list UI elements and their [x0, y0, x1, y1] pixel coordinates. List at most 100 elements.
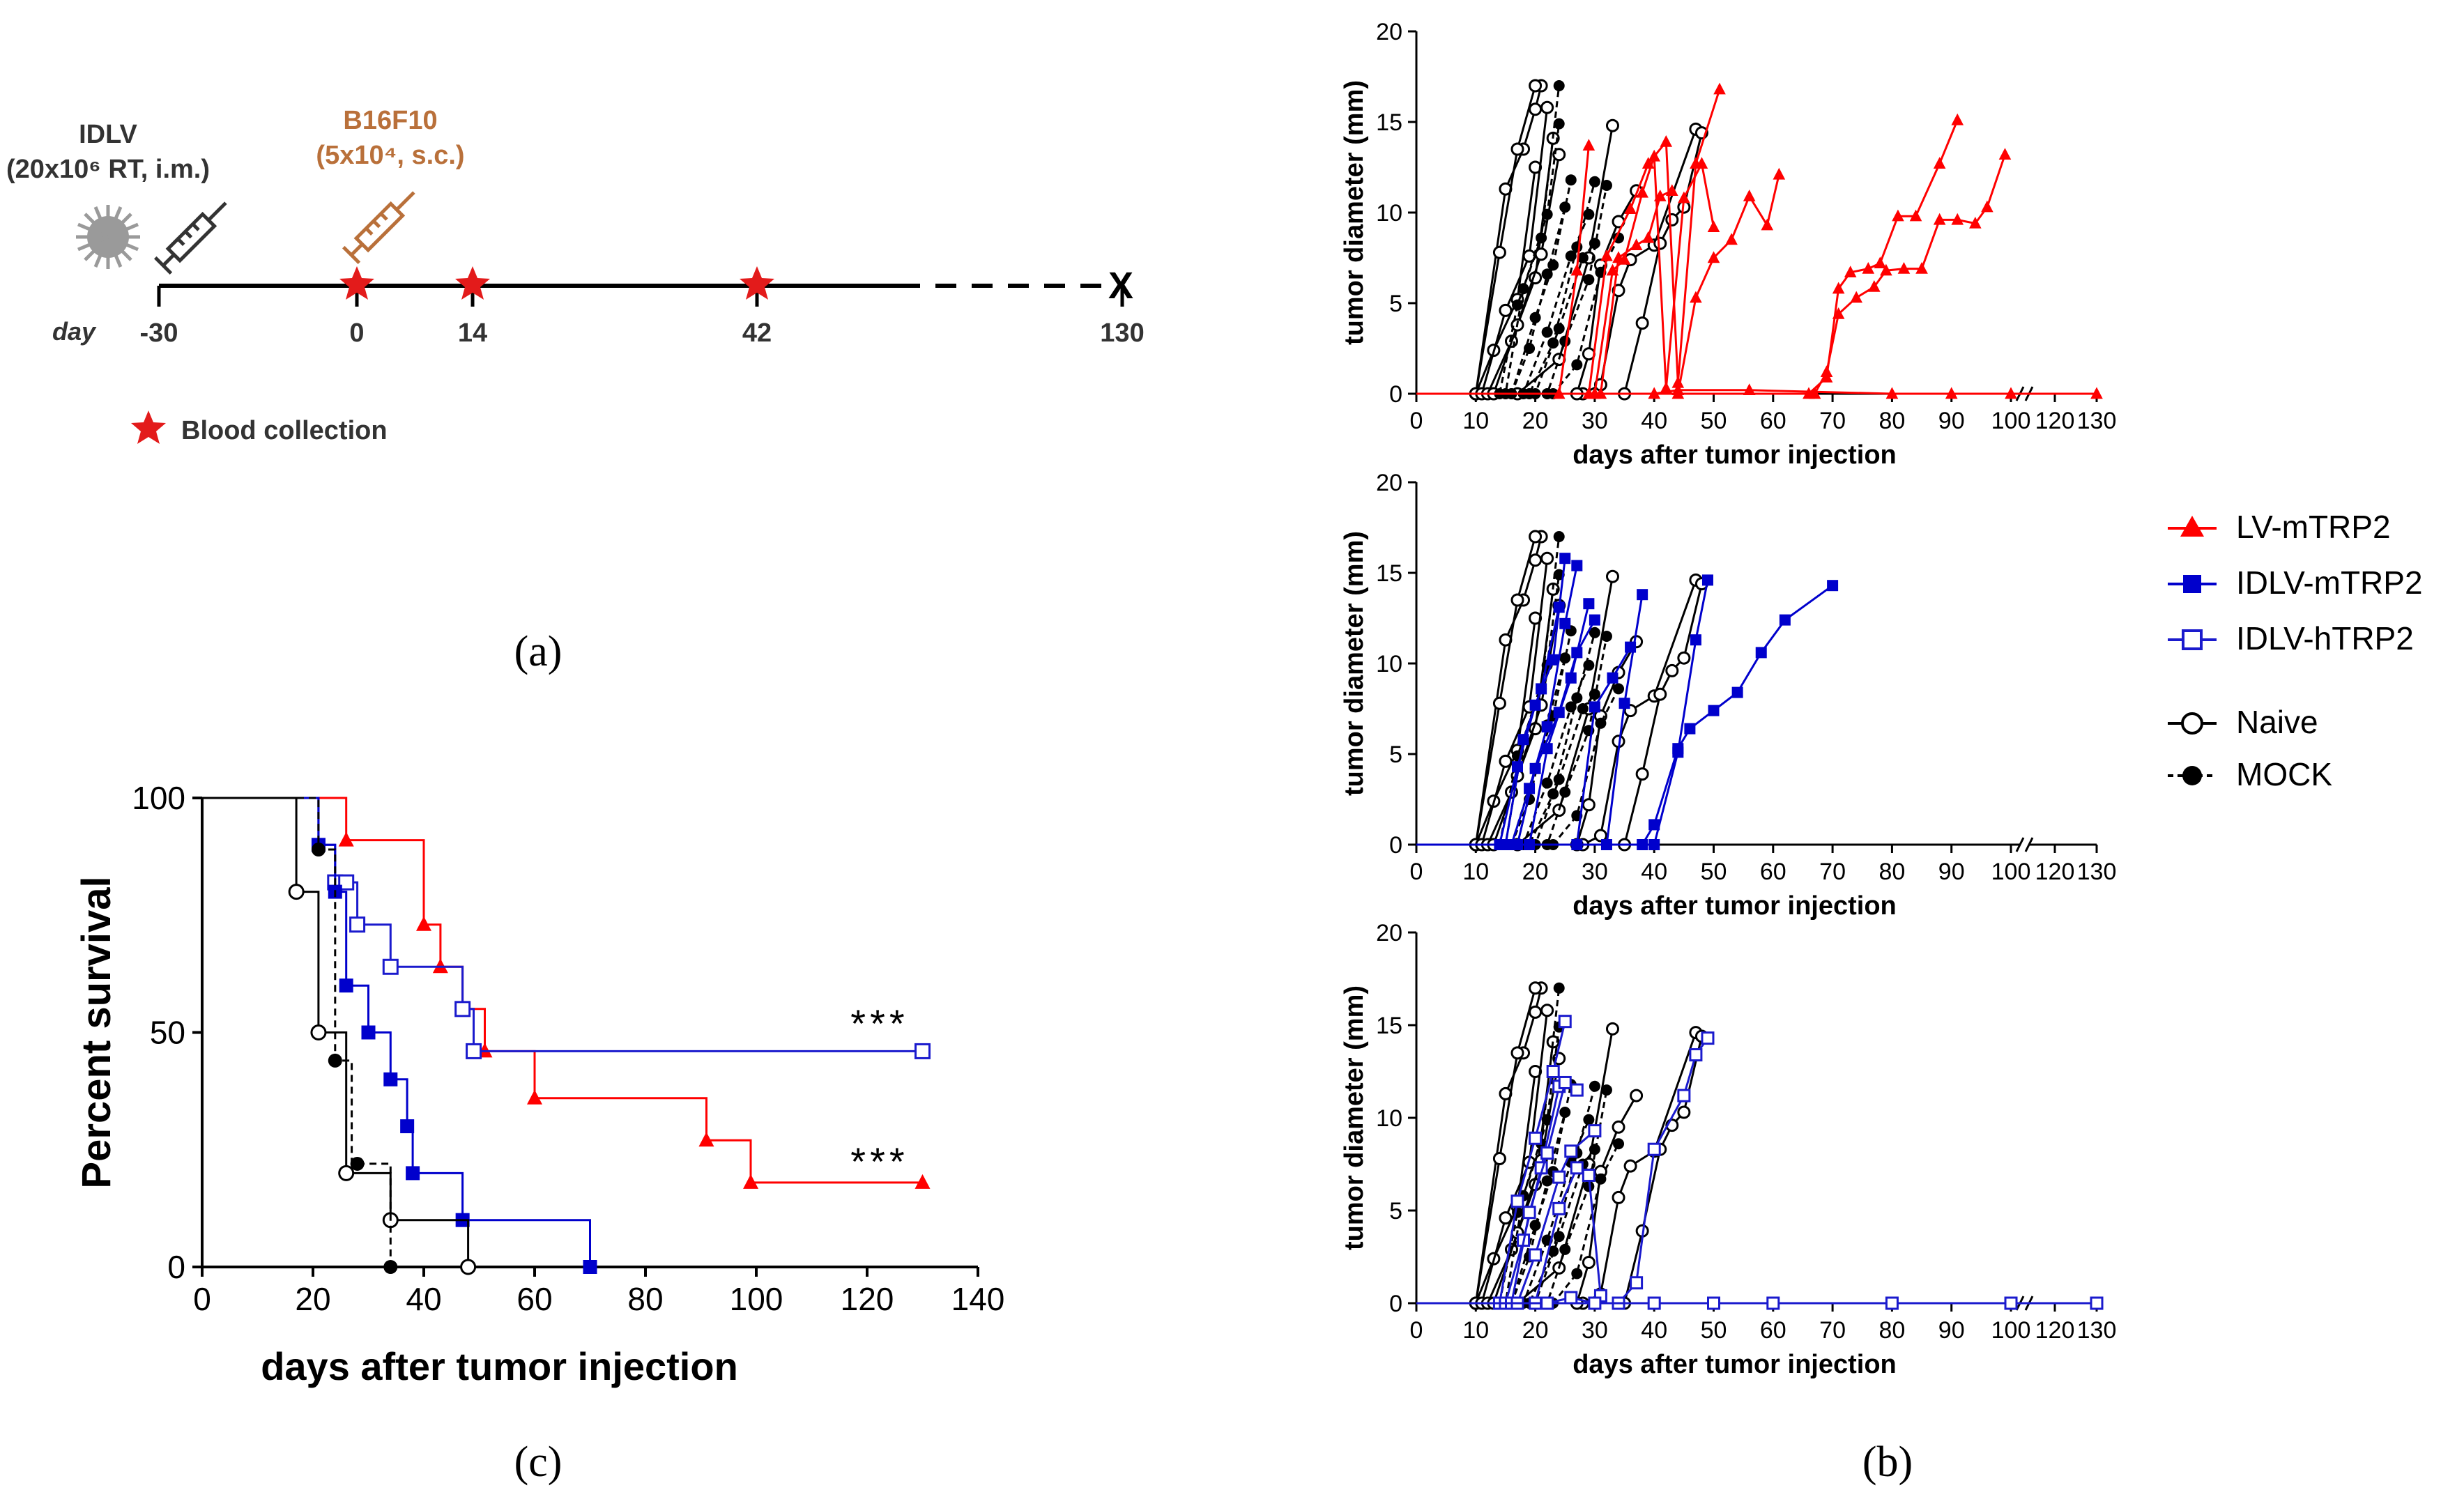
panel-c-label: (c) [514, 1438, 563, 1486]
growth-curve [1416, 1086, 1561, 1305]
data-point [1909, 209, 1922, 222]
data-point [1589, 689, 1600, 700]
data-point [1624, 202, 1637, 214]
x-tick-label: 10 [1462, 408, 1489, 434]
data-point [1559, 201, 1571, 213]
x-tick-label: 130 [2077, 408, 2117, 434]
data-point [1630, 1276, 1644, 1290]
data-point [1583, 598, 1595, 610]
data-point [1671, 383, 1685, 395]
data-point [1766, 1296, 1780, 1310]
survival-marker [328, 1053, 342, 1068]
data-point [1540, 100, 1554, 114]
growth-curve [1416, 123, 1561, 395]
x-tick-label: 70 [1819, 408, 1846, 434]
data-point [1540, 1004, 1554, 1017]
data-point [1552, 804, 1566, 817]
data-point [1565, 672, 1577, 684]
data-point [1755, 647, 1767, 659]
data-point [1588, 1124, 1602, 1138]
data-point [1588, 1296, 1602, 1310]
data-point [1582, 1255, 1596, 1269]
data-point [2090, 1296, 2104, 1310]
x-tick-label: 40 [1641, 408, 1667, 434]
survival-marker [432, 958, 448, 974]
growth-curve [1416, 167, 1537, 395]
y-tick-label: 15 [1376, 109, 1402, 136]
x-tick-label: 90 [1938, 859, 1965, 885]
data-point [1690, 291, 1702, 303]
data-point [1583, 1181, 1595, 1192]
x-tick-label: 30 [1582, 859, 1608, 885]
data-point [1541, 721, 1553, 732]
survival-marker [743, 1174, 759, 1189]
data-point [1559, 335, 1571, 347]
data-point [1541, 208, 1553, 220]
survival-marker [454, 1001, 471, 1017]
data-point [1951, 213, 1964, 225]
data-point [1529, 1131, 1543, 1145]
data-point [1642, 231, 1655, 243]
data-point [1589, 614, 1600, 626]
data-point [1969, 217, 1982, 229]
data-point [1743, 383, 1756, 395]
legend-star-icon [131, 410, 166, 444]
survival-marker [350, 1156, 365, 1171]
data-point [1595, 717, 1607, 729]
y-axis-label: tumor diameter (mm) [1340, 531, 1369, 796]
x-tick-label: 60 [1760, 408, 1786, 434]
data-point [1660, 381, 1673, 394]
data-point [1613, 232, 1625, 244]
x-tick-label: 100 [1991, 1317, 2031, 1344]
data-point [1510, 142, 1524, 156]
day-label-130: 130 [1100, 318, 1144, 348]
x-tick-label: 40 [406, 1281, 441, 1317]
y-axis-label: tumor diameter (mm) [1340, 80, 1369, 345]
data-point [1510, 593, 1524, 607]
star-icon [339, 266, 774, 300]
data-point [1540, 1296, 1554, 1310]
data-point [1564, 1144, 1578, 1158]
data-point [1653, 687, 1667, 701]
data-point [1583, 274, 1595, 286]
data-point [1678, 191, 1690, 203]
y-tick-label: 15 [1376, 1013, 1402, 1039]
growth-curve [1416, 574, 1561, 846]
survival-step-line [202, 797, 591, 1267]
idlv-dose: (20x10⁶ RT, i.m.) [6, 155, 210, 184]
data-point [1529, 79, 1543, 93]
data-point [1915, 262, 1928, 274]
data-point [1577, 703, 1589, 714]
data-point [1529, 102, 1543, 116]
data-point [2005, 387, 2017, 399]
y-tick-label: 10 [1376, 1105, 1402, 1132]
data-point [1553, 774, 1565, 785]
survival-marker [310, 1024, 327, 1040]
growth-curve [1416, 155, 1715, 395]
survival-marker [527, 1089, 542, 1105]
data-point [1541, 1114, 1553, 1125]
data-point [1559, 1243, 1571, 1255]
x-axis-label: days after tumor injection [1572, 1350, 1897, 1379]
growth-curve [1416, 389, 2097, 395]
x-tick-label: 0 [1410, 859, 1423, 885]
x-tick-label: 40 [1641, 1317, 1667, 1344]
data-point [1607, 672, 1619, 684]
x-tick-label: 50 [1701, 1317, 1727, 1344]
data-point [1529, 1005, 1543, 1019]
data-point [1773, 167, 1786, 180]
data-point [1529, 1220, 1541, 1231]
data-point [1553, 323, 1565, 335]
data-point [1517, 283, 1529, 295]
data-point [1647, 1296, 1661, 1310]
tumor-plot-middle: 0 5 10 15 20 0 10 20 30 40 50 60 70 80 90 100 120 130 days… [1340, 470, 2116, 921]
x-tick-label: 60 [1760, 1317, 1786, 1344]
survival-marker [383, 1260, 398, 1274]
data-point [1547, 259, 1559, 271]
survival-marker [383, 1072, 398, 1086]
data-point [1492, 1152, 1506, 1166]
data-point [1547, 654, 1559, 666]
survival-naive [202, 797, 477, 1275]
data-point [1677, 1089, 1691, 1102]
